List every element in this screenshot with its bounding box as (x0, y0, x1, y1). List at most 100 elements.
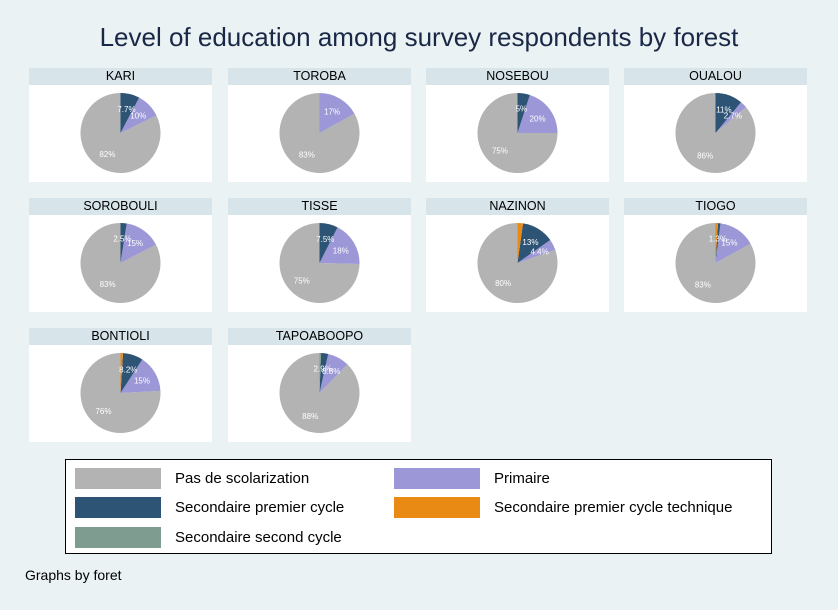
legend-swatch-pas-de-scolarization (75, 468, 161, 489)
slice-label: 83% (100, 280, 116, 289)
panel-tisse: TISSE 75% 18% 7.5% (228, 198, 411, 312)
panel-sorobouli: SOROBOULI 83% 15% 2.5% (29, 198, 212, 312)
pie-slice-primaire (517, 94, 558, 133)
pie-area: 83% 15% 1.3% (624, 215, 807, 312)
slice-label: 8.2% (119, 365, 137, 374)
pie-area: 83% 15% 2.5% (29, 215, 212, 312)
legend-label-primaire: Primaire (494, 470, 550, 487)
slice-label: 8.8% (322, 367, 340, 376)
pie-chart: 75% 20%5% (477, 93, 558, 173)
slice-label: 75% (294, 276, 310, 285)
slice-label: 2.9% (314, 364, 332, 373)
pie-chart: 88% 8.8%2.9% (279, 353, 360, 433)
slice-label: 20% (530, 114, 546, 123)
pie-slice-secondaire-second-cycle (319, 353, 322, 393)
legend-swatch-secondaire-premier-cycle-technique (394, 497, 480, 518)
pie-slice-primaire (120, 359, 161, 393)
slice-label: 7.5% (316, 235, 334, 244)
footnote: Graphs by foret (25, 567, 122, 583)
pie-area: 88% 8.8% 2.9% (228, 345, 411, 442)
panel-title: OUALOU (624, 68, 807, 85)
pie-slice-pas-de-scolarization (279, 223, 360, 303)
panel-title: TIOGO (624, 198, 807, 215)
pie-area: 76% 15% 8.2% (29, 345, 212, 442)
pie-slice-secondaire-premier-cycle-technique (517, 223, 524, 263)
panel-kari: KARI 82% 10% 7.7% (29, 68, 212, 182)
legend-swatch-secondaire-premier-cycle (75, 497, 161, 518)
pie-slice-secondaire-premier-cycle (715, 223, 721, 263)
slice-label: 1.3% (709, 234, 727, 243)
pie-slice-secondaire-premier-cycle-technique (715, 223, 719, 263)
pie-area: 83% 17% (228, 85, 411, 182)
panel-title: TAPOABOOPO (228, 328, 411, 345)
pie-slice-secondaire-premier-cycle (120, 353, 143, 393)
slice-label: 17% (324, 108, 340, 117)
chart-title: Level of education among survey responde… (99, 22, 739, 52)
slice-label: 83% (695, 280, 711, 289)
slice-label: 15% (127, 239, 143, 248)
slice-label: 86% (697, 152, 713, 161)
pie-slice-secondaire-premier-cycle (715, 93, 742, 133)
slice-label: 2.5% (113, 234, 131, 243)
pie-slice-secondaire-premier-cycle (120, 93, 140, 133)
pie-chart: 82% 10%7.7% (80, 93, 161, 173)
panel-bontioli: BONTIOLI 76% 15% 8.2% (29, 328, 212, 442)
legend-swatch-secondaire-second-cycle (75, 527, 161, 548)
pie-chart: 80% 4.4%13% (477, 223, 558, 303)
slice-label: 13% (522, 238, 538, 247)
legend: Pas de scolarization Primaire Secondaire… (65, 459, 772, 554)
panel-toroba: TOROBA 83% 17% (228, 68, 411, 182)
slice-label: 83% (299, 150, 315, 159)
pie-slice-primaire (715, 223, 751, 263)
pie-slice-primaire (319, 227, 360, 264)
pie-slice-secondaire-premier-cycle (319, 223, 338, 263)
pie-slice-secondaire-premier-cycle (319, 353, 329, 393)
panel-title: NAZINON (426, 198, 609, 215)
legend-swatch-primaire (394, 468, 480, 489)
pie-area: 86% 2.7% 11% (624, 85, 807, 182)
pie-slice-primaire (715, 102, 746, 133)
panel-title: TOROBA (228, 68, 411, 85)
slice-label: 2.7% (724, 111, 742, 120)
slice-label: 15% (134, 377, 150, 386)
pie-chart: 76% 15% 8.2% (80, 353, 161, 433)
slice-label: 75% (492, 147, 508, 156)
slice-label: 4.4% (530, 248, 548, 257)
pie-area: 82% 10% 7.7% (29, 85, 212, 182)
pie-chart: 86% 2.7%11% (675, 93, 756, 173)
slice-label: 88% (302, 412, 318, 421)
legend-label-secondaire-premier-cycle-technique: Secondaire premier cycle technique (494, 499, 733, 516)
pie-area: 75% 18% 7.5% (228, 215, 411, 312)
pie-chart: 75% 18% 7.5% (279, 223, 360, 303)
pie-slice-pas-de-scolarization (80, 353, 161, 433)
panel-title: BONTIOLI (29, 328, 212, 345)
pie-slice-secondaire-premier-cycle (517, 93, 530, 133)
pie-slice-primaire (120, 97, 157, 133)
slice-label: 11% (716, 106, 731, 115)
panel-title: SOROBOULI (29, 198, 212, 215)
panel-oualou: OUALOU 86% 2.7% 11% (624, 68, 807, 182)
pie-area: 75% 20% 5% (426, 85, 609, 182)
slice-label: 15% (721, 238, 737, 247)
slice-label: 5% (516, 105, 528, 114)
panel-nosebou: NOSEBOU 75% 20% 5% (426, 68, 609, 182)
legend-label-secondaire-second-cycle: Secondaire second cycle (175, 529, 342, 546)
slice-label: 18% (333, 246, 349, 255)
panel-title: TISSE (228, 198, 411, 215)
panel-title: KARI (29, 68, 212, 85)
panel-nazinon: NAZINON 80% 4.4% 13% (426, 198, 609, 312)
pie-chart: 83% 15%1.3% (675, 223, 756, 303)
slice-label: 76% (95, 407, 111, 416)
pie-chart: 83% 17% (279, 93, 360, 173)
pie-slice-primaire (319, 93, 355, 133)
legend-label-secondaire-premier-cycle: Secondaire premier cycle (175, 499, 345, 516)
pie-slice-primaire (517, 240, 556, 263)
slice-label: 82% (99, 150, 115, 159)
panel-tapoaboopo: TAPOABOOPO 88% 8.8% 2.9% (228, 328, 411, 442)
slice-label: 10% (130, 112, 146, 121)
slice-label: 7.7% (117, 105, 135, 114)
legend-label-pas-de-scolarization: Pas de scolarization (175, 470, 310, 487)
pie-slice-primaire (120, 223, 157, 263)
panel-tiogo: TIOGO 83% 15% 1.3% (624, 198, 807, 312)
pie-slice-secondaire-premier-cycle (120, 223, 127, 263)
